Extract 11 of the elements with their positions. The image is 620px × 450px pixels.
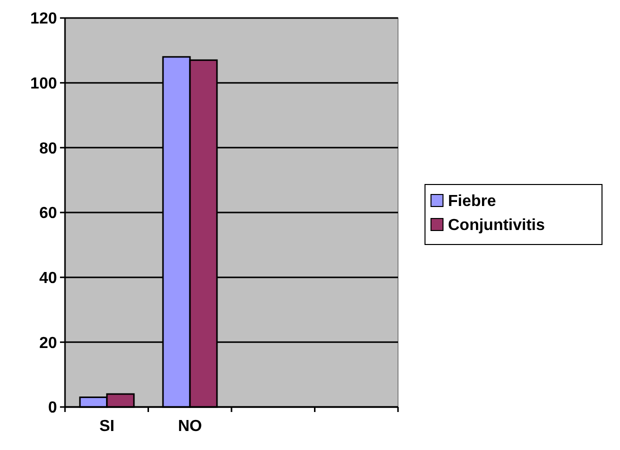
y-tick-label: 100	[30, 75, 58, 92]
x-tick-label: SI	[99, 418, 114, 435]
y-tick-label: 0	[48, 400, 58, 417]
y-tick-label: 60	[39, 205, 58, 222]
y-tick-label: 20	[39, 334, 58, 352]
legend-label: Fiebre	[448, 193, 496, 210]
y-tick-label: 40	[39, 270, 58, 287]
y-tick-label: 120	[30, 10, 58, 28]
legend-label: Conjuntivitis	[448, 217, 545, 234]
x-tick-label: NO	[178, 418, 202, 435]
y-tick-label: 80	[39, 140, 58, 158]
